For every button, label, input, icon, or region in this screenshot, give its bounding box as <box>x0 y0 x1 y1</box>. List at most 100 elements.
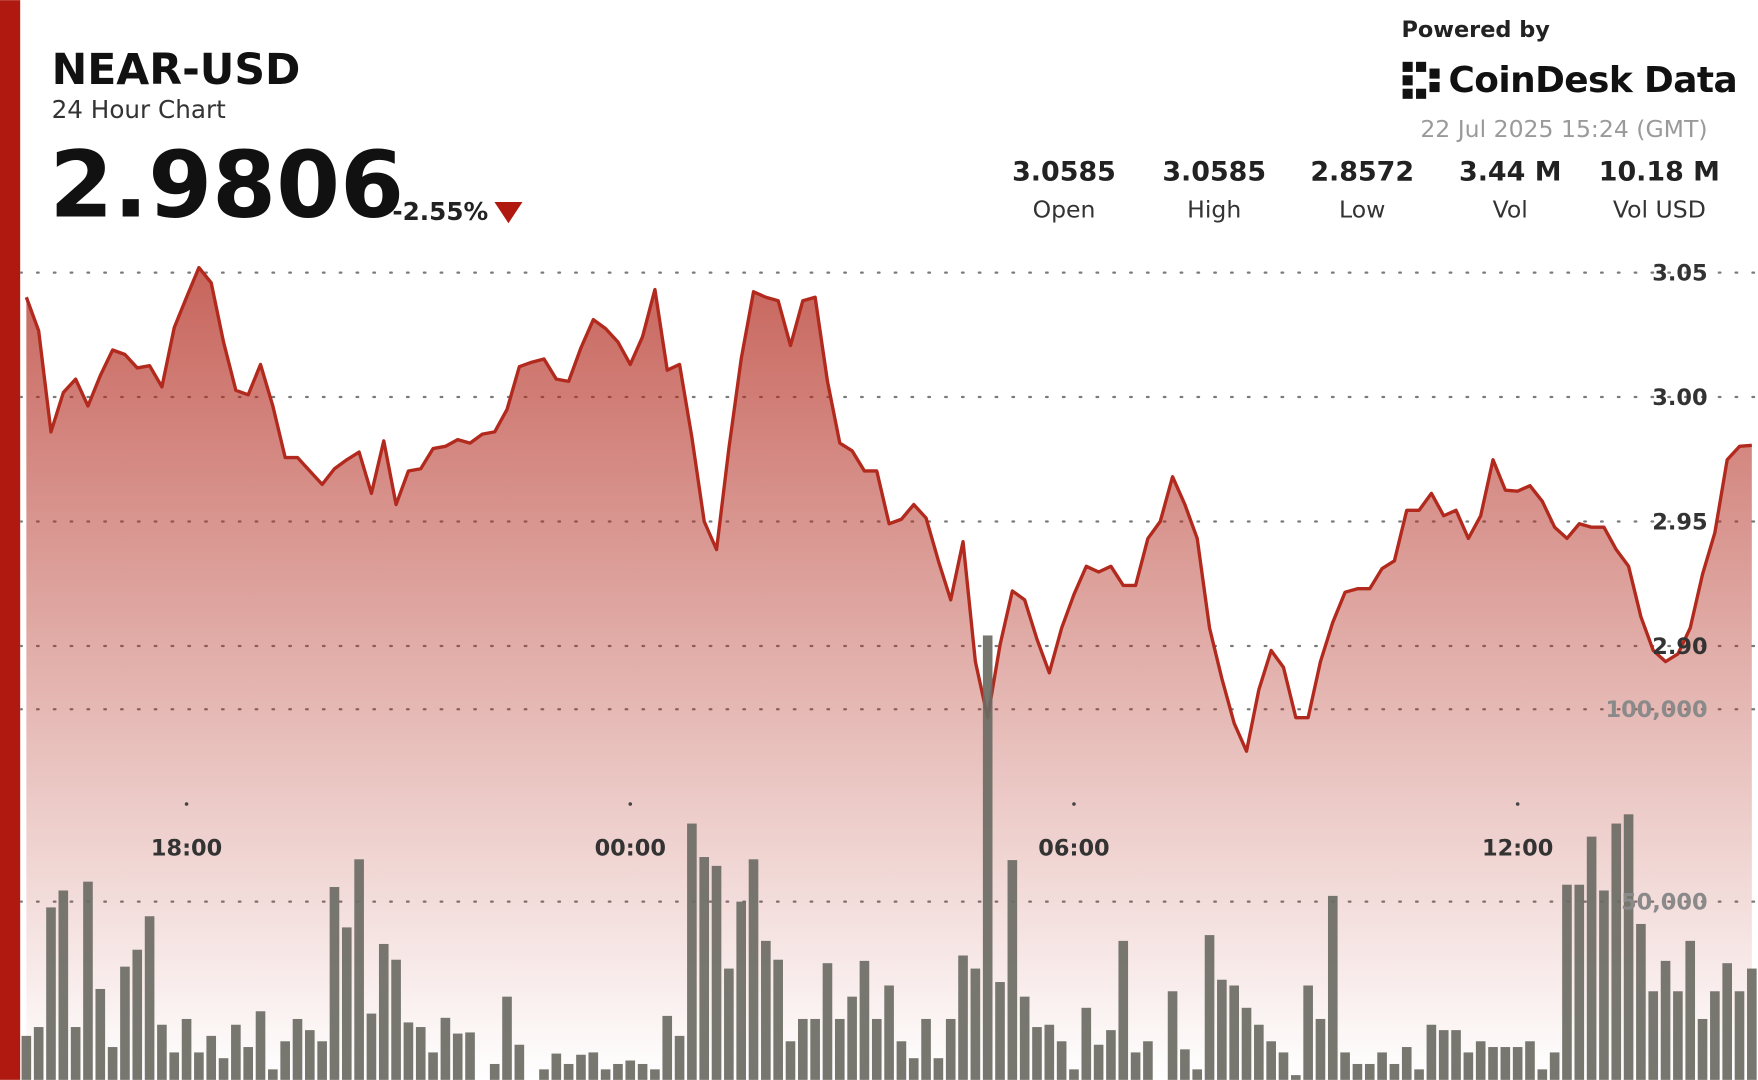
volume-bar <box>859 960 870 1080</box>
volume-bar <box>724 968 734 1080</box>
volume-bar <box>1254 1024 1264 1080</box>
volume-bar <box>1143 1041 1153 1080</box>
volume-bar <box>908 1058 919 1080</box>
volume-bar <box>1167 991 1178 1080</box>
price-change: -2.55% <box>392 197 488 226</box>
volume-bar <box>1414 1069 1424 1080</box>
volume-bar <box>317 1041 327 1080</box>
volume-bar <box>1611 823 1622 1080</box>
volume-bar <box>773 959 783 1080</box>
symbol: NEAR-USD <box>52 45 301 95</box>
volume-bar <box>70 1027 81 1080</box>
volume-bar <box>1192 1069 1203 1080</box>
volume-bar <box>798 1018 808 1080</box>
volume-bar <box>231 1024 241 1080</box>
volume-bar <box>391 959 401 1080</box>
volume-bar <box>1364 1063 1375 1080</box>
volume-bar <box>834 1018 845 1080</box>
stats: 3.0585 Open 3.0585 High 2.8572 Low 3.44 … <box>1012 157 1720 224</box>
volume-bar <box>440 1017 451 1080</box>
volume-bar <box>1130 1052 1141 1080</box>
volume-bar <box>1697 1018 1708 1080</box>
volume-bar <box>1106 1030 1116 1080</box>
volume-bar <box>366 1013 377 1080</box>
volume-bar <box>1660 960 1671 1080</box>
volume-bar <box>206 1035 217 1080</box>
volume-bar <box>1574 884 1585 1080</box>
volume-bar <box>1303 985 1313 1080</box>
stat-value: 3.0585 <box>1162 157 1266 188</box>
stat-label: Vol USD <box>1613 196 1706 224</box>
volume-bar <box>625 1060 636 1080</box>
volume-bar <box>1586 836 1597 1080</box>
volume-bar <box>1623 814 1634 1080</box>
volume-bar <box>1352 1063 1363 1080</box>
volume-bar <box>194 1052 204 1080</box>
y2-tick-label: 50,000 <box>1621 889 1707 915</box>
volume-bar <box>1562 884 1572 1080</box>
x-tick-label: 00:00 <box>595 836 666 862</box>
volume-bar <box>1599 890 1609 1080</box>
stat-value: 2.8572 <box>1310 157 1414 188</box>
volume-bar <box>452 1033 463 1080</box>
volume-bar <box>1549 1052 1560 1080</box>
volume-bar <box>1710 991 1720 1080</box>
volume-bar <box>1475 1041 1486 1080</box>
brand-logo <box>1402 61 1440 99</box>
volume-bar <box>428 1052 438 1080</box>
volume-bar <box>181 1018 192 1080</box>
axis-labels: 2.90 2.95 3.00 3.05 50,000 100,000 18:00 00:00 0… <box>151 260 1708 915</box>
powered-by: Powered by <box>1401 17 1550 43</box>
accent-bar <box>0 0 21 1080</box>
volume-bar <box>1537 1069 1548 1080</box>
stat-label: High <box>1187 196 1241 224</box>
volume-bar <box>600 1069 611 1080</box>
price-area <box>26 267 1752 1080</box>
stat-label: Low <box>1339 196 1385 224</box>
volume-bar <box>699 857 710 1080</box>
down-arrow <box>494 201 523 224</box>
volume-bar <box>1377 1052 1387 1080</box>
volume-bar <box>1722 963 1732 1080</box>
volume-bar <box>1180 1049 1190 1080</box>
y-tick-label: 3.05 <box>1652 260 1707 286</box>
y-tick-label: 2.95 <box>1652 509 1707 535</box>
volume-bar <box>1007 860 1018 1080</box>
volume-bar <box>255 1011 266 1080</box>
volume-bar <box>1636 923 1646 1080</box>
x-tick-dot <box>628 802 633 806</box>
volume-bar <box>107 1047 118 1080</box>
volume-bar <box>1463 1052 1474 1080</box>
volume-bar <box>613 1063 623 1080</box>
volume-bar <box>144 916 155 1080</box>
stat-label: Vol <box>1493 196 1528 224</box>
volume-bar <box>1747 968 1757 1080</box>
volume-bar <box>341 927 352 1080</box>
volume-bar <box>761 940 771 1080</box>
volume-bar <box>884 985 894 1080</box>
volume-bar <box>822 963 833 1080</box>
volume-bar <box>785 1041 796 1080</box>
volume-bar <box>637 1063 648 1080</box>
volume-bar <box>1648 991 1659 1080</box>
volume-bar <box>711 865 722 1080</box>
stat-value: 10.18 M <box>1599 157 1720 188</box>
volume-bar <box>489 1063 500 1080</box>
volume-bar <box>83 881 93 1080</box>
volume-bar <box>1340 1052 1350 1080</box>
volume-bar <box>1266 1041 1276 1080</box>
volume-bar <box>132 949 143 1080</box>
volume-bar <box>982 635 993 1080</box>
volume-bar <box>218 1058 229 1080</box>
volume-bar <box>403 1022 414 1080</box>
volume-bar <box>1069 1069 1079 1080</box>
volume-bar <box>415 1027 426 1080</box>
volume-bar <box>563 1063 574 1080</box>
volume-bar <box>1056 1041 1067 1080</box>
volume-bar <box>502 996 512 1080</box>
volume-bar <box>1673 991 1683 1080</box>
volume-bar <box>1217 979 1227 1080</box>
volume-bar <box>1229 985 1239 1080</box>
volume-bar <box>1451 1030 1461 1080</box>
volume-bar <box>748 859 759 1080</box>
